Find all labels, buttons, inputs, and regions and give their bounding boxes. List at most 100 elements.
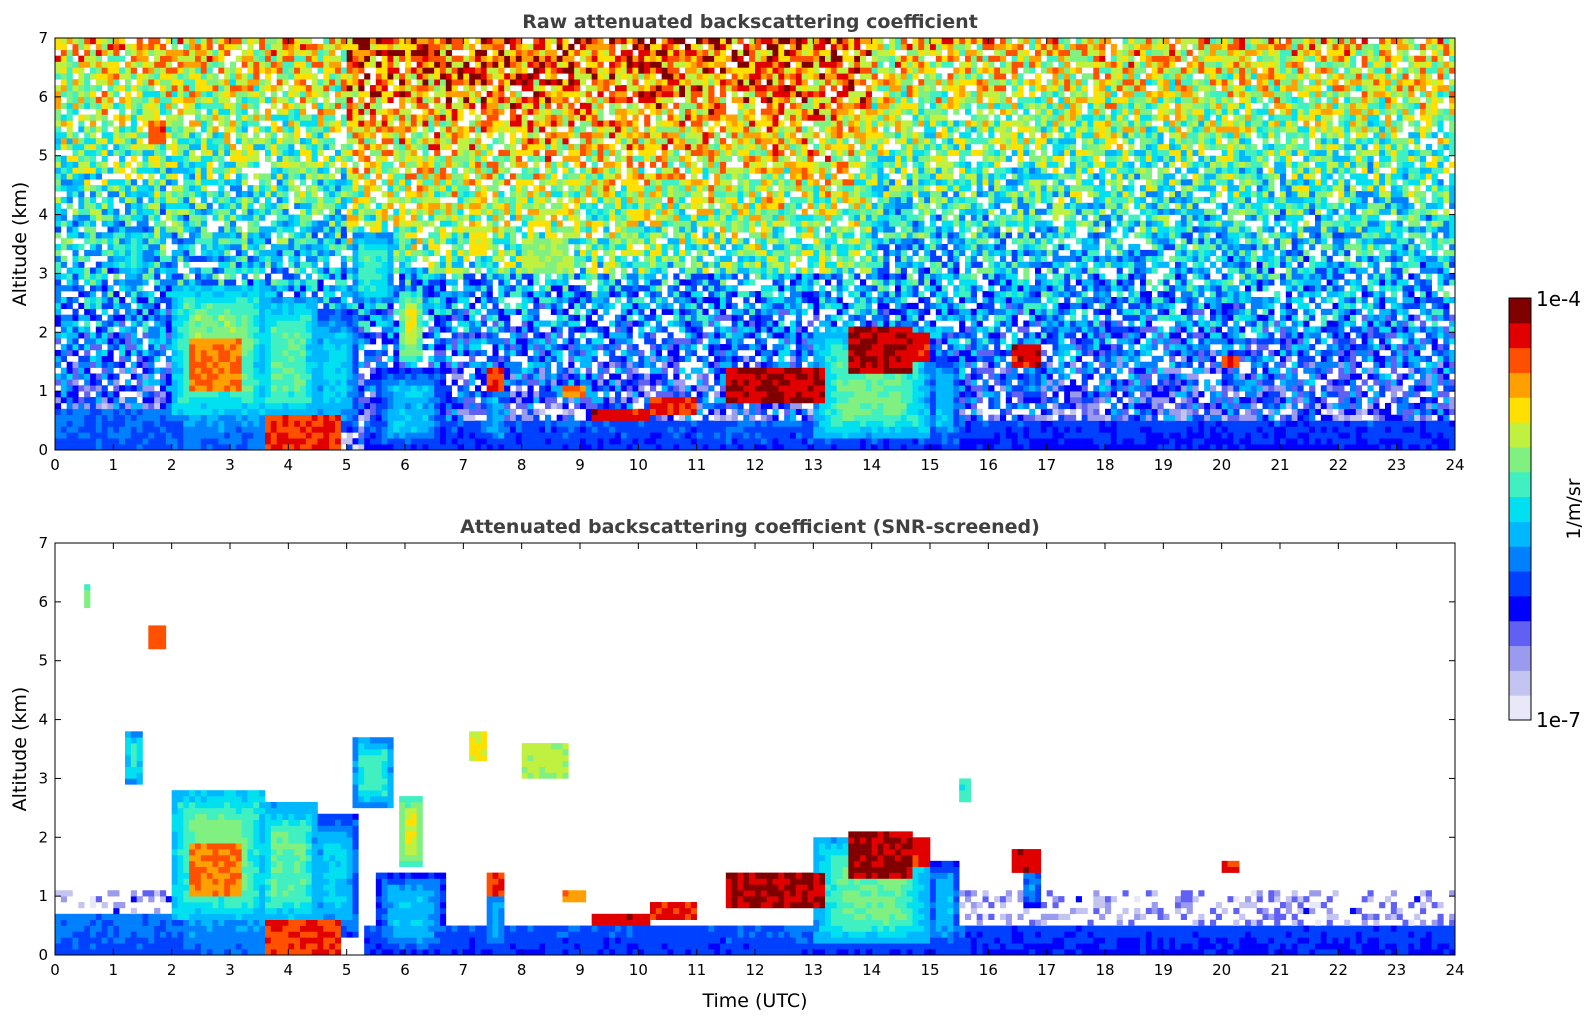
heatmap-cell <box>265 320 272 327</box>
heatmap-cell <box>480 167 487 174</box>
heatmap-cell <box>434 373 441 380</box>
heatmap-cell <box>498 267 505 274</box>
heatmap-cell <box>224 308 231 315</box>
heatmap-cell <box>416 296 423 304</box>
heatmap-cell <box>352 149 359 157</box>
heatmap-cell <box>154 138 161 145</box>
heatmap-cell <box>323 402 330 410</box>
heatmap-cell <box>148 367 155 374</box>
heatmap-cell <box>445 355 452 363</box>
heatmap-cell <box>119 426 126 433</box>
heatmap-cell <box>90 379 97 386</box>
heatmap-cell <box>329 285 336 292</box>
heatmap-cell <box>504 391 511 398</box>
heatmap-cell <box>311 444 318 451</box>
heatmap-cell <box>486 379 493 386</box>
heatmap-cell <box>300 167 307 174</box>
heatmap-cell <box>55 208 62 215</box>
heatmap-cell <box>387 308 394 315</box>
heatmap-cell <box>165 132 172 139</box>
heatmap-cell <box>119 361 126 368</box>
heatmap-cell <box>72 379 79 386</box>
heatmap-cell <box>346 120 353 127</box>
heatmap-cell <box>60 261 67 268</box>
heatmap-cell <box>171 267 178 274</box>
heatmap-cell <box>510 102 517 109</box>
heatmap-cell <box>55 397 62 404</box>
heatmap-cell <box>171 349 178 357</box>
heatmap-cell <box>259 261 266 268</box>
heatmap-cell <box>422 302 429 310</box>
heatmap-cell <box>440 397 447 404</box>
heatmap-cell <box>171 355 178 363</box>
heatmap-cell <box>364 173 371 180</box>
heatmap-cell <box>95 402 102 410</box>
heatmap-cell <box>241 320 248 327</box>
heatmap-cell <box>451 90 458 98</box>
heatmap-cell <box>101 90 108 98</box>
heatmap-cell <box>440 43 447 51</box>
heatmap-cell <box>247 314 254 321</box>
heatmap-cell <box>247 420 254 427</box>
heatmap-cell <box>125 414 132 421</box>
heatmap-cell <box>224 296 231 304</box>
heatmap-cell <box>440 67 447 74</box>
heatmap-cell <box>171 43 178 51</box>
heatmap-cell <box>130 267 137 274</box>
heatmap-cell <box>241 120 248 127</box>
heatmap-cell <box>463 132 470 139</box>
heatmap-cell <box>165 326 172 333</box>
heatmap-cell <box>195 132 202 139</box>
heatmap-cell <box>107 296 114 304</box>
heatmap-cell <box>183 208 190 215</box>
heatmap-cell <box>224 338 231 345</box>
heatmap-cell <box>78 73 85 80</box>
heatmap-cell <box>463 255 470 262</box>
heatmap-cell <box>78 185 85 192</box>
heatmap-cell <box>282 302 289 310</box>
heatmap-cell <box>265 196 272 204</box>
heatmap-cell <box>410 143 417 151</box>
heatmap-cell <box>288 249 295 257</box>
heatmap-cell <box>510 267 517 274</box>
heatmap-cell <box>305 244 312 251</box>
heatmap-cell <box>311 55 318 62</box>
heatmap-cell <box>311 367 318 374</box>
heatmap-cell <box>311 285 318 292</box>
heatmap-cell <box>346 379 353 386</box>
heatmap-cell <box>253 420 260 427</box>
heatmap-cell <box>171 314 178 321</box>
heatmap-cell <box>235 332 242 339</box>
heatmap-cell <box>206 355 213 363</box>
heatmap-cell <box>195 161 202 168</box>
heatmap-cell <box>492 191 499 198</box>
heatmap-cell <box>294 214 301 221</box>
heatmap-cell <box>160 338 167 345</box>
heatmap-cell <box>346 67 353 74</box>
heatmap-cell <box>113 385 120 392</box>
heatmap-cell <box>475 285 482 292</box>
heatmap-cell <box>329 367 336 374</box>
heatmap-cell <box>504 238 511 245</box>
heatmap-cell <box>311 138 318 145</box>
heatmap-cell <box>480 273 487 280</box>
heatmap-cell <box>119 132 126 139</box>
heatmap-cell <box>276 167 283 174</box>
heatmap-cell <box>247 114 254 121</box>
heatmap-cell <box>90 114 97 121</box>
heatmap-cell <box>475 114 482 121</box>
heatmap-cell <box>282 414 289 421</box>
heatmap-cell <box>206 408 213 415</box>
heatmap-cell <box>276 420 283 427</box>
heatmap-cell <box>364 38 371 45</box>
heatmap-cell <box>469 196 476 204</box>
heatmap-cell <box>142 90 149 98</box>
heatmap-cell <box>95 267 102 274</box>
heatmap-cell <box>352 173 359 180</box>
heatmap-cell <box>259 326 266 333</box>
heatmap-cell <box>60 432 67 439</box>
heatmap-cell <box>352 191 359 198</box>
heatmap-cell <box>521 344 528 351</box>
heatmap-cell <box>510 273 517 280</box>
heatmap-cell <box>422 402 429 410</box>
